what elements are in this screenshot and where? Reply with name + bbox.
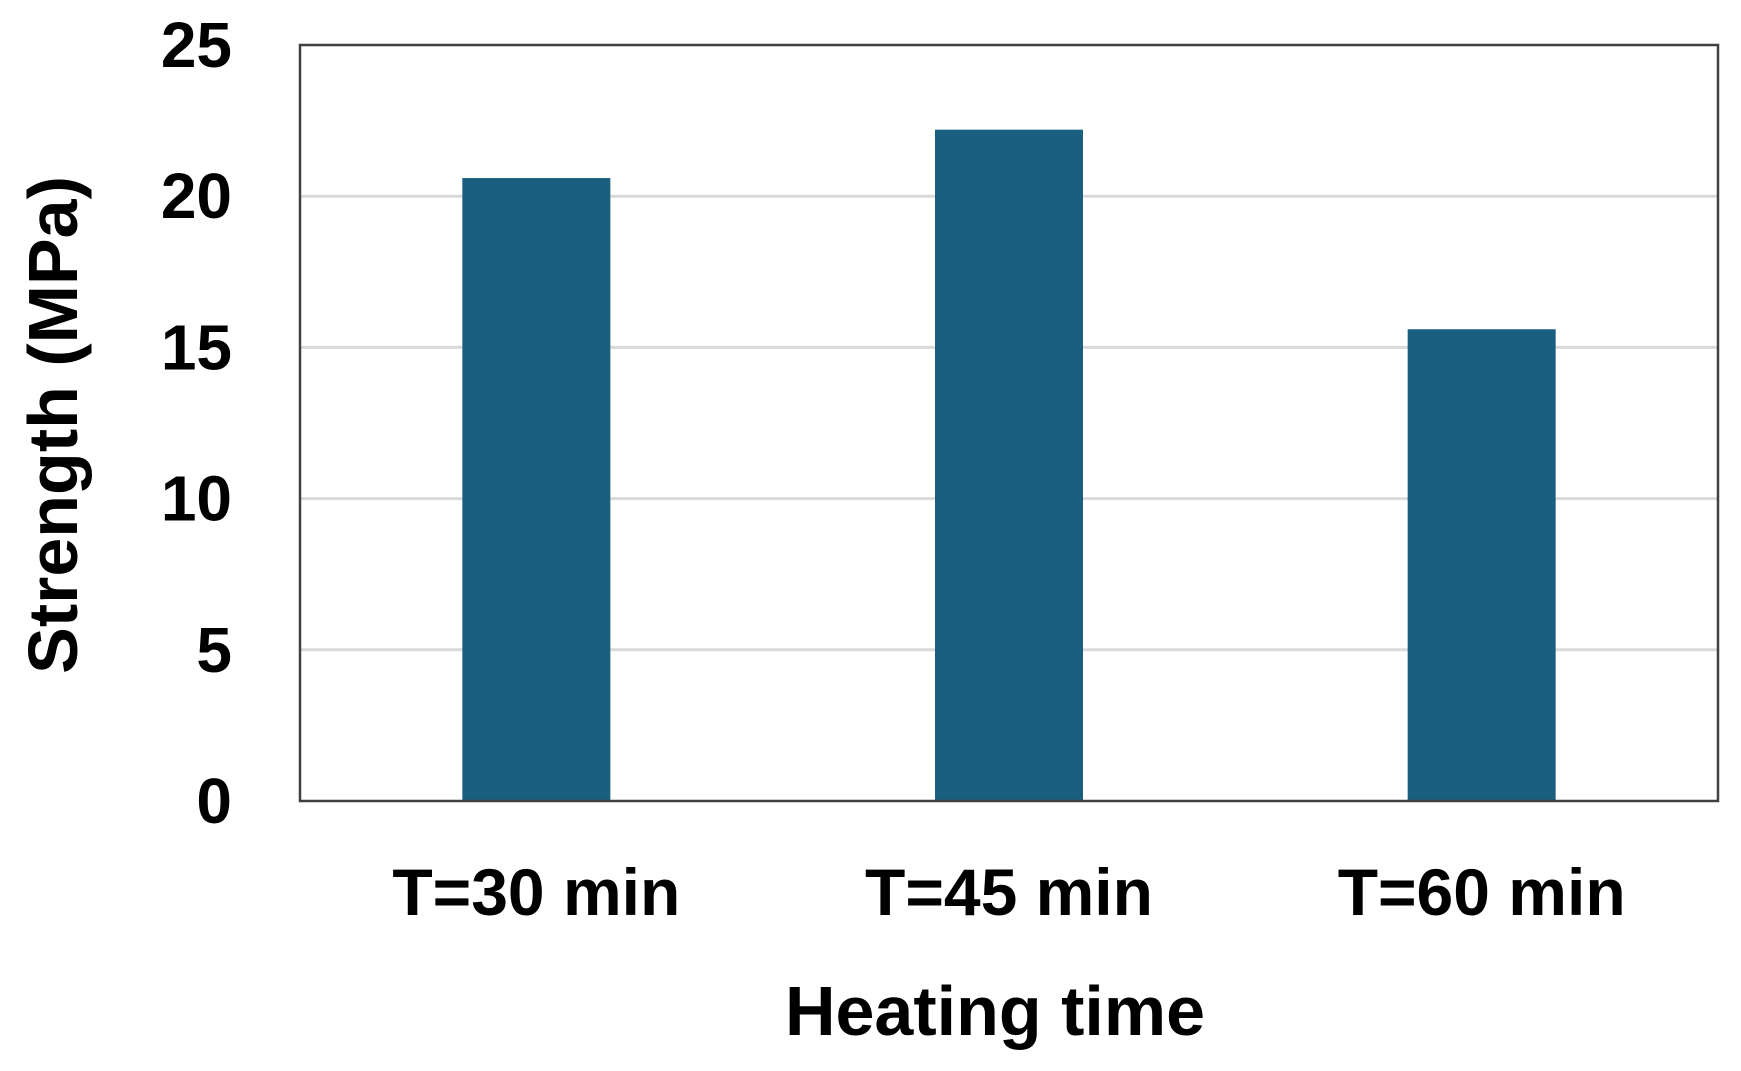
bars	[462, 129, 1556, 801]
bar-3	[1407, 329, 1556, 801]
y-tick-labels: 0 5 10 15 20 25	[161, 9, 232, 837]
y-tick-label: 10	[161, 463, 232, 535]
plot-border	[298, 43, 1720, 803]
x-category-label: T=45 min	[865, 855, 1153, 929]
y-tick-label: 15	[161, 311, 232, 383]
y-tick-label: 20	[161, 160, 232, 232]
plot-frame	[298, 43, 1720, 803]
x-category-labels: T=30 min T=45 min T=60 min	[392, 855, 1625, 929]
x-category-label: T=60 min	[1338, 855, 1626, 929]
y-axis-title: Strength (MPa)	[14, 176, 92, 674]
x-category-label: T=30 min	[392, 855, 680, 929]
bar-1	[462, 178, 611, 801]
x-axis-title: Heating time	[785, 972, 1205, 1050]
bar-2	[935, 129, 1083, 801]
y-tick-label: 0	[196, 765, 232, 837]
y-tick-label: 25	[161, 9, 232, 81]
y-tick-label: 5	[196, 614, 232, 686]
